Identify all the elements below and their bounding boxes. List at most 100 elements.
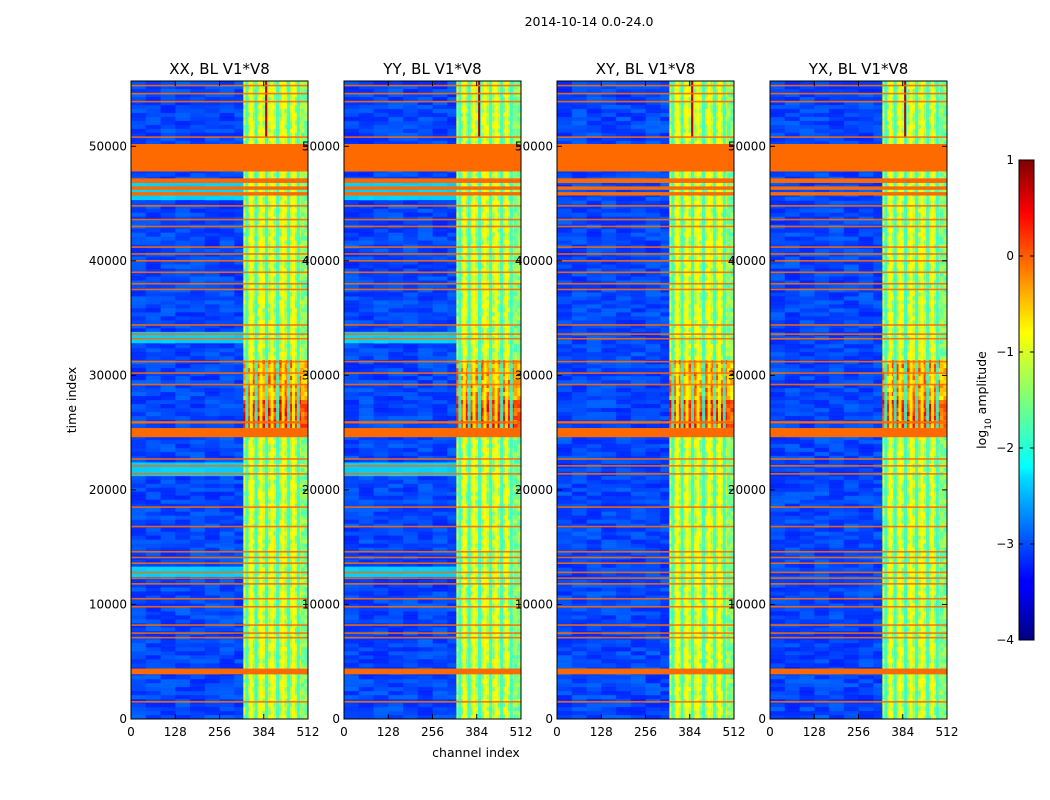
noise-cell	[131, 475, 147, 481]
band-cell	[272, 683, 277, 688]
band-cell	[282, 264, 287, 269]
noise-cell	[234, 607, 250, 612]
band-cell	[261, 435, 266, 441]
noise-cell	[190, 627, 206, 632]
noise-cell	[190, 503, 206, 509]
band-cell	[246, 356, 252, 361]
band-cell	[300, 188, 305, 194]
noise-cell	[145, 607, 161, 612]
noise-cell	[234, 687, 250, 692]
noise-cell	[131, 212, 147, 218]
noise-cell	[145, 435, 161, 441]
noise-cell	[131, 84, 147, 90]
band-cell	[282, 268, 287, 273]
noise-cell	[190, 491, 206, 497]
noise-cell	[204, 328, 220, 333]
band-cell	[282, 531, 287, 537]
noise-cell	[190, 587, 206, 592]
band-cell	[261, 280, 266, 285]
band-cell	[282, 487, 287, 493]
band-cell	[293, 695, 298, 700]
noise-cell	[204, 84, 220, 90]
noise-cell	[190, 451, 206, 457]
noise-cell	[219, 407, 235, 413]
band-cell	[304, 571, 309, 576]
band-cell	[272, 455, 277, 461]
noise-cell	[145, 200, 161, 206]
band-cell	[246, 300, 252, 305]
band-cell	[246, 659, 252, 664]
band-cell	[279, 308, 284, 313]
band-cell	[293, 511, 298, 517]
noise-cell	[219, 308, 235, 313]
band-cell	[272, 172, 277, 178]
noise-cell	[145, 348, 161, 353]
band-cell	[268, 196, 273, 202]
noise-cell	[234, 587, 250, 592]
noise-cell	[190, 527, 206, 533]
noise-cell	[190, 439, 206, 445]
band-cell	[300, 196, 305, 202]
band-cell	[268, 280, 273, 285]
noise-cell	[131, 643, 147, 648]
red-streak	[265, 81, 268, 138]
band-cell	[279, 691, 284, 696]
band-cell	[272, 715, 277, 720]
noise-cell	[131, 599, 147, 604]
band-cell	[261, 204, 266, 210]
band-cell	[279, 384, 284, 389]
noise-cell	[204, 212, 220, 218]
band-cell	[261, 232, 266, 238]
noise-cell	[219, 300, 235, 305]
noise-cell	[190, 220, 206, 226]
band-cell	[246, 236, 252, 241]
noise-cell	[204, 703, 220, 708]
band-cell	[268, 683, 273, 688]
noise-cell	[160, 595, 176, 600]
noise-cell	[131, 372, 147, 377]
noise-cell	[160, 256, 176, 261]
band-cell	[261, 172, 266, 178]
band-cell	[246, 423, 252, 429]
band-cell	[261, 571, 266, 576]
band-cell	[268, 100, 273, 106]
band-cell	[268, 479, 273, 485]
band-cell	[282, 248, 287, 253]
noise-cell	[219, 280, 235, 285]
band-cell	[304, 348, 309, 353]
noise-cell	[131, 204, 147, 210]
noise-cell	[175, 380, 191, 385]
noise-cell	[175, 487, 191, 493]
band-cell	[268, 639, 273, 644]
noise-cell	[204, 292, 220, 297]
band-cell	[282, 320, 287, 325]
band-cell	[261, 348, 266, 353]
band-cell	[272, 204, 277, 210]
noise-cell	[175, 316, 191, 321]
band-cell	[268, 348, 273, 353]
noise-cell	[204, 232, 220, 238]
band-cell	[293, 312, 298, 317]
noise-cell	[175, 683, 191, 688]
band-cell	[246, 304, 252, 309]
band-cell	[279, 683, 284, 688]
band-cell	[304, 256, 309, 261]
band-cell	[268, 451, 273, 457]
band-cell	[304, 551, 309, 557]
band-cell	[279, 647, 284, 652]
noise-cell	[145, 396, 161, 401]
band-cell	[272, 467, 277, 473]
noise-cell	[145, 455, 161, 461]
noise-cell	[131, 487, 147, 493]
band-cell	[282, 459, 287, 465]
noise-cell	[175, 208, 191, 214]
noise-cell	[175, 296, 191, 301]
noise-cell	[145, 647, 161, 652]
band-cell	[261, 503, 266, 509]
band-cell	[246, 583, 252, 588]
band-cell	[272, 240, 277, 245]
band-cell	[300, 112, 305, 118]
band-cell	[268, 296, 273, 301]
band-cell	[300, 479, 305, 485]
noise-cell	[219, 423, 235, 429]
